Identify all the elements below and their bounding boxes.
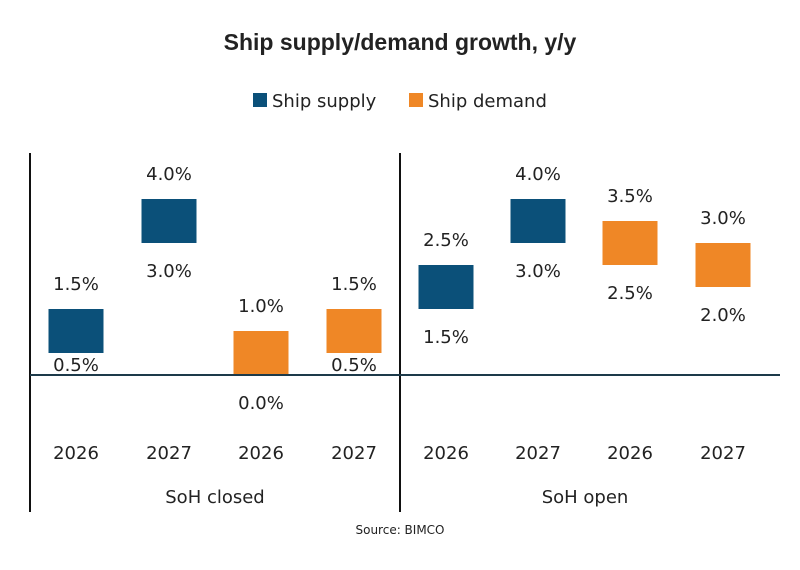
legend-swatch-demand — [409, 93, 423, 107]
range-bar — [510, 199, 566, 243]
legend: Ship supply Ship demand — [253, 91, 547, 112]
category-tick-label: 2026 — [607, 443, 653, 464]
high-value-label: 1.5% — [331, 274, 377, 295]
category-tick-label: 2027 — [146, 443, 192, 464]
high-value-label: 3.0% — [700, 208, 746, 229]
group-label-closed: SoH closed — [165, 487, 264, 508]
legend-label-supply: Ship supply — [272, 91, 377, 112]
range-bar — [326, 309, 382, 353]
category-tick-label: 2026 — [238, 443, 284, 464]
range-bar — [695, 243, 751, 287]
legend-swatch-supply — [253, 93, 267, 107]
range-bar — [233, 331, 289, 375]
low-value-label: 1.5% — [423, 327, 469, 348]
low-value-label: 0.5% — [53, 355, 99, 376]
low-value-label: 3.0% — [146, 261, 192, 282]
range-bar — [418, 265, 474, 309]
category-tick-label: 2026 — [423, 443, 469, 464]
category-tick-label: 2027 — [331, 443, 377, 464]
category-tick-label: 2027 — [700, 443, 746, 464]
low-value-label: 0.0% — [238, 393, 284, 414]
category-tick-label: 2026 — [53, 443, 99, 464]
low-value-label: 2.5% — [607, 283, 653, 304]
high-value-label: 2.5% — [423, 230, 469, 251]
low-value-label: 2.0% — [700, 305, 746, 326]
high-value-label: 4.0% — [515, 164, 561, 185]
high-value-label: 3.5% — [607, 186, 653, 207]
range-bar — [602, 221, 658, 265]
low-value-label: 3.0% — [515, 261, 561, 282]
low-value-label: 0.5% — [331, 355, 377, 376]
high-value-label: 1.5% — [53, 274, 99, 295]
chart-title: Ship supply/demand growth, y/y — [224, 29, 577, 55]
high-value-label: 1.0% — [238, 296, 284, 317]
category-tick-label: 2027 — [515, 443, 561, 464]
legend-label-demand: Ship demand — [428, 91, 547, 112]
high-value-label: 4.0% — [146, 164, 192, 185]
source-note: Source: BIMCO — [355, 523, 444, 537]
range-bar — [141, 199, 197, 243]
group-label-open: SoH open — [542, 487, 629, 508]
range-bar — [48, 309, 104, 353]
